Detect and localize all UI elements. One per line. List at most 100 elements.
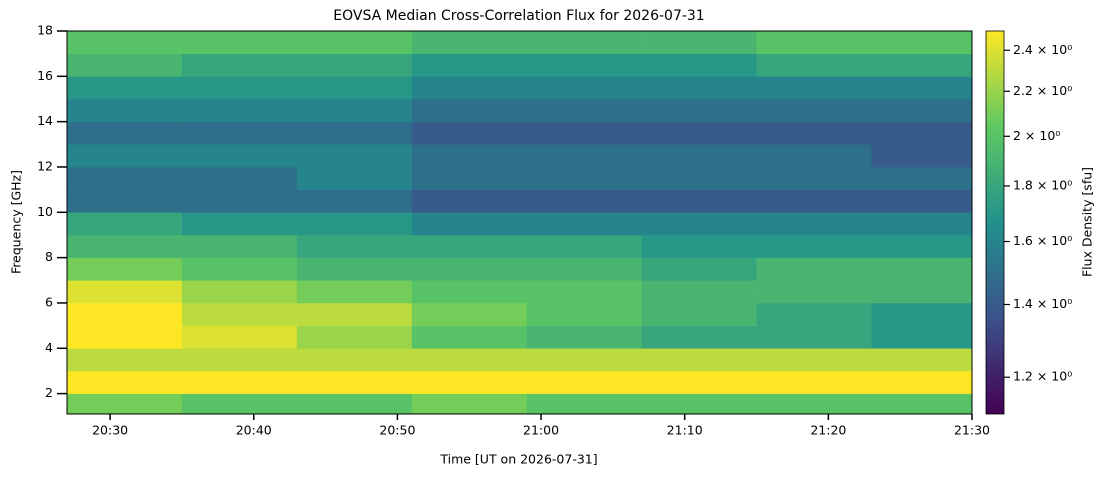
heatmap-cell <box>181 144 298 168</box>
heatmap-cell <box>181 380 298 394</box>
heatmap-cell <box>411 98 527 122</box>
heatmap-cell <box>181 370 298 381</box>
heatmap-cell <box>526 189 642 213</box>
heatmap-cell <box>871 393 973 415</box>
colorbar-tick-label: 2 × 10⁰ <box>1013 128 1060 143</box>
heatmap-cell <box>526 302 642 326</box>
heatmap-cell <box>526 393 642 415</box>
heatmap-cell <box>296 348 413 372</box>
heatmap-cell <box>411 325 527 349</box>
heatmap-cell <box>641 280 757 304</box>
heatmap-cell <box>756 234 872 258</box>
heatmap-cell <box>296 189 413 213</box>
heatmap-cell <box>181 166 298 190</box>
heatmap-cell <box>871 234 973 258</box>
heatmap-cell <box>871 144 973 168</box>
heatmap-cell <box>641 76 757 100</box>
y-tick-label: 10 <box>37 204 53 219</box>
heatmap-cell <box>871 325 973 349</box>
heatmap-cell <box>871 257 973 281</box>
heatmap-cell <box>411 302 527 326</box>
heatmap-cell <box>181 393 298 415</box>
heatmap-cell <box>296 212 413 236</box>
heatmap-cell <box>641 302 757 326</box>
heatmap-cell <box>526 348 642 372</box>
heatmap-cell <box>526 144 642 168</box>
y-axis-label: Frequency [GHz] <box>9 170 24 274</box>
heatmap-cell <box>296 257 413 281</box>
heatmap-cell <box>67 144 183 168</box>
heatmap-cell <box>641 31 757 54</box>
heatmap-cell <box>296 393 413 415</box>
heatmap-cell <box>526 53 642 77</box>
colorbar-label: Flux Density [sfu] <box>1080 167 1095 277</box>
heatmap-cell <box>411 370 527 381</box>
heatmap-cell <box>526 31 642 54</box>
heatmap-cell <box>67 98 183 122</box>
colorbar-tick-label: 1.6 × 10⁰ <box>1013 233 1072 248</box>
heatmap-cell <box>871 280 973 304</box>
heatmap-cell <box>411 166 527 190</box>
heatmap-cell <box>181 234 298 258</box>
heatmap-cell <box>871 348 973 372</box>
heatmap-cell <box>756 370 872 381</box>
heatmap-cell <box>526 121 642 145</box>
heatmap-cell <box>641 380 757 394</box>
heatmap-cell <box>756 380 872 394</box>
heatmap-cell <box>756 121 872 145</box>
heatmap-cell <box>756 98 872 122</box>
heatmap-cell <box>296 234 413 258</box>
y-tick-label: 18 <box>37 23 53 38</box>
heatmap-cell <box>641 121 757 145</box>
heatmap-cell <box>181 348 298 372</box>
heatmap-cell <box>871 212 973 236</box>
heatmap-cell <box>526 380 642 394</box>
x-tick-label: 20:40 <box>236 423 272 438</box>
heatmap-cell <box>756 257 872 281</box>
heatmap-cell <box>296 144 413 168</box>
heatmap-cell <box>296 302 413 326</box>
colorbar-tick-label: 1.4 × 10⁰ <box>1013 296 1072 311</box>
heatmap-cell <box>181 257 298 281</box>
colorbar-tick-label: 1.8 × 10⁰ <box>1013 177 1072 192</box>
heatmap-cell <box>526 280 642 304</box>
y-tick-label: 6 <box>45 294 53 309</box>
heatmap-cell <box>296 380 413 394</box>
heatmap-cell <box>756 144 872 168</box>
heatmap-cell <box>641 98 757 122</box>
heatmap-cell <box>296 370 413 381</box>
heatmap-cell <box>67 166 183 190</box>
heatmap-cell <box>756 325 872 349</box>
chart-title: EOVSA Median Cross-Correlation Flux for … <box>333 8 704 24</box>
x-tick-label: 20:50 <box>379 423 415 438</box>
heatmap-cell <box>641 393 757 415</box>
heatmap-cell <box>67 280 183 304</box>
x-tick-label: 21:00 <box>523 423 559 438</box>
heatmap-cell <box>411 121 527 145</box>
heatmap-cell <box>67 393 183 415</box>
heatmap-cell <box>67 234 183 258</box>
heatmap-cell <box>181 121 298 145</box>
heatmap-cell <box>756 189 872 213</box>
heatmap-cell <box>641 370 757 381</box>
heatmap-cell <box>526 370 642 381</box>
heatmap-cell <box>526 257 642 281</box>
y-tick-label: 12 <box>37 158 53 173</box>
colorbar-tick-label: 1.2 × 10⁰ <box>1013 369 1072 384</box>
heatmap-cell <box>67 325 183 349</box>
heatmap-cell <box>67 53 183 77</box>
heatmap-cell <box>181 325 298 349</box>
heatmap-cell <box>296 53 413 77</box>
heatmap-cell <box>871 189 973 213</box>
y-tick-label: 16 <box>37 68 53 83</box>
heatmap-cell <box>67 380 183 394</box>
x-tick-label: 21:30 <box>954 423 990 438</box>
heatmap-cell <box>641 234 757 258</box>
heatmap-cell <box>871 370 973 381</box>
heatmap-cell <box>411 257 527 281</box>
heatmap-cell <box>296 280 413 304</box>
heatmap-cell <box>67 348 183 372</box>
y-tick-label: 4 <box>45 340 53 355</box>
